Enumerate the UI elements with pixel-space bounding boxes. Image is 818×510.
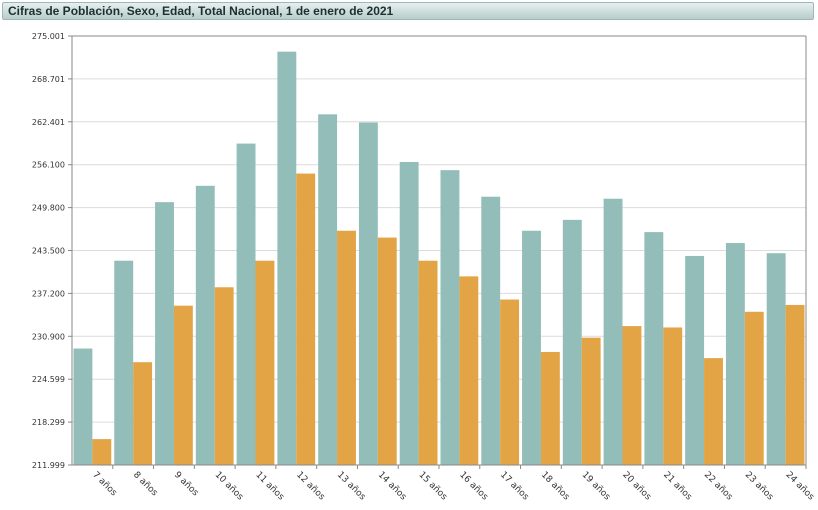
y-tick-label: 249.800: [32, 204, 65, 213]
x-tick-label: 22 años: [702, 470, 735, 503]
bar-orange-14: [663, 327, 683, 465]
bar-orange-4: [255, 260, 275, 465]
y-tick-label: 262.401: [32, 118, 65, 127]
bar-teal-8: [399, 161, 419, 466]
bar-teal-5: [277, 51, 297, 466]
y-tick-label: 230.900: [32, 332, 65, 341]
bar-teal-7: [358, 122, 378, 466]
y-tick-label: 256.100: [32, 161, 65, 170]
bar-teal-12: [562, 219, 582, 465]
y-tick-label: 224.599: [32, 375, 65, 384]
bar-orange-16: [744, 311, 764, 465]
bar-orange-6: [337, 230, 356, 465]
bar-teal-10: [481, 196, 501, 465]
bar-teal-16: [725, 243, 745, 465]
bar-teal-6: [318, 114, 338, 465]
bar-teal-2: [155, 202, 174, 465]
chart-title-bar: Cifras de Población, Sexo, Edad, Total N…: [2, 2, 814, 20]
bar-orange-15: [704, 358, 723, 465]
bar-teal-17: [766, 253, 786, 465]
bar-orange-1: [133, 362, 153, 465]
chart-title: Cifras de Población, Sexo, Edad, Total N…: [8, 4, 394, 18]
bar-teal-14: [644, 232, 664, 465]
x-tick-label: 9 años: [172, 470, 201, 499]
x-tick-label: 12 años: [294, 470, 327, 503]
bar-orange-13: [622, 326, 642, 465]
x-tick-label: 23 años: [743, 470, 776, 503]
y-tick-label: 243.500: [32, 247, 65, 256]
x-tick-label: 19 años: [580, 470, 613, 503]
bar-orange-10: [500, 299, 520, 465]
bar-orange-5: [296, 173, 316, 466]
y-tick-label: 275.001: [32, 32, 65, 41]
bar-teal-11: [522, 230, 541, 465]
bar-orange-3: [214, 287, 234, 465]
bar-orange-12: [581, 337, 601, 465]
bar-orange-7: [377, 237, 397, 465]
x-tick-label: 8 años: [131, 470, 160, 499]
y-tick-label: 218.299: [32, 418, 65, 427]
bar-teal-1: [114, 260, 134, 465]
x-tick-label: 10 años: [213, 470, 246, 503]
x-tick-label: 20 años: [620, 470, 653, 503]
bar-teal-3: [195, 185, 215, 465]
x-tick-label: 11 años: [253, 470, 286, 503]
x-tick-label: 7 años: [90, 470, 119, 499]
bar-orange-2: [173, 305, 193, 465]
bar-teal-4: [236, 143, 256, 465]
bar-teal-9: [440, 170, 460, 465]
x-tick-label: 16 años: [457, 470, 490, 503]
y-tick-label: 211.999: [32, 461, 65, 470]
bar-teal-15: [685, 255, 705, 465]
y-tick-label: 237.200: [32, 289, 65, 298]
bar-orange-17: [785, 304, 805, 465]
bar-orange-11: [540, 351, 560, 465]
x-tick-label: 15 años: [416, 470, 449, 503]
x-tick-label: 13 años: [335, 470, 368, 503]
x-tick-label: 24 años: [783, 470, 816, 503]
x-tick-label: 21 años: [661, 470, 694, 503]
x-tick-label: 17 años: [498, 470, 531, 503]
bar-orange-9: [459, 276, 479, 465]
y-tick-label: 268.701: [32, 75, 65, 84]
x-tick-label: 18 años: [539, 470, 572, 503]
bar-orange-0: [92, 439, 112, 465]
bar-teal-0: [73, 348, 93, 465]
x-tick-label: 14 años: [376, 470, 409, 503]
bar-orange-8: [418, 260, 438, 465]
bar-teal-13: [603, 198, 623, 465]
